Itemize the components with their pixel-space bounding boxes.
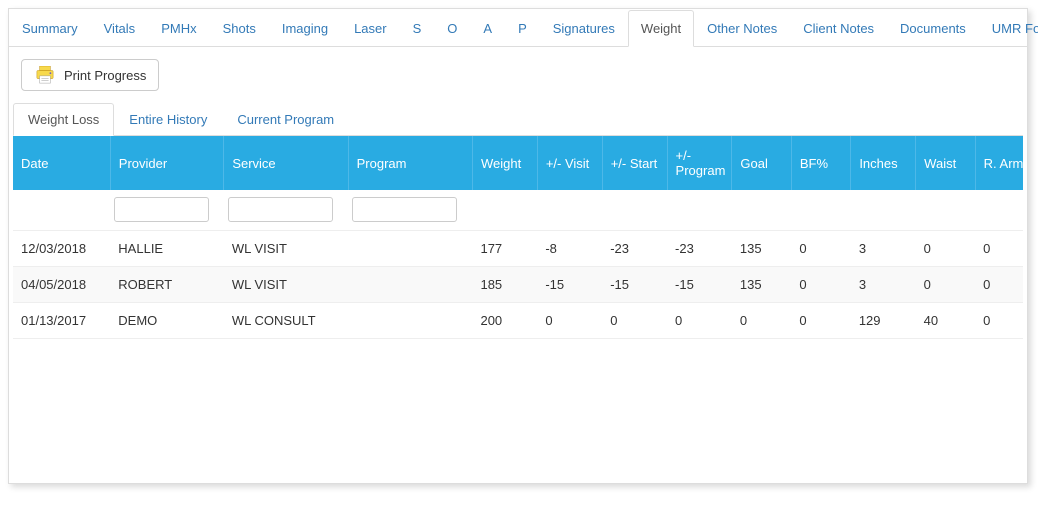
- table-cell: 0: [791, 302, 850, 338]
- column-header[interactable]: Date: [13, 136, 110, 190]
- top-tab-vitals[interactable]: Vitals: [91, 10, 149, 47]
- table-cell: 0: [732, 302, 791, 338]
- table-empty-space: [13, 339, 1023, 459]
- table-cell: 3: [851, 230, 916, 266]
- top-tab-weight[interactable]: Weight: [628, 10, 694, 47]
- table-cell: WL CONSULT: [224, 302, 348, 338]
- table-cell: -15: [537, 266, 602, 302]
- print-progress-label: Print Progress: [64, 68, 146, 83]
- column-header[interactable]: +/- Start: [602, 136, 667, 190]
- top-tab-a[interactable]: A: [470, 10, 505, 47]
- table-cell: WL VISIT: [224, 230, 348, 266]
- column-header[interactable]: Waist: [916, 136, 975, 190]
- printer-icon: [34, 66, 56, 84]
- column-header[interactable]: Service: [224, 136, 348, 190]
- table-cell: 0: [975, 230, 1023, 266]
- table-scroll[interactable]: DateProviderServiceProgramWeight+/- Visi…: [13, 135, 1023, 459]
- column-header[interactable]: Program: [348, 136, 472, 190]
- column-header[interactable]: +/- Program: [667, 136, 732, 190]
- column-header[interactable]: BF%: [791, 136, 850, 190]
- table-cell: 01/13/2017: [13, 302, 110, 338]
- table-cell: 185: [472, 266, 537, 302]
- table-cell: 135: [732, 230, 791, 266]
- top-tab-signatures[interactable]: Signatures: [540, 10, 628, 47]
- top-tab-s[interactable]: S: [400, 10, 435, 47]
- table-cell: -15: [602, 266, 667, 302]
- sub-tab-entire-history[interactable]: Entire History: [114, 103, 222, 136]
- top-tab-shots[interactable]: Shots: [210, 10, 269, 47]
- sub-tab-weight-loss[interactable]: Weight Loss: [13, 103, 114, 136]
- filter-row: [13, 190, 1023, 230]
- column-header[interactable]: +/- Visit: [537, 136, 602, 190]
- table-cell: -23: [667, 230, 732, 266]
- table-cell: 177: [472, 230, 537, 266]
- table-cell: [348, 302, 472, 338]
- table-cell: ROBERT: [110, 266, 224, 302]
- table-cell: 40: [916, 302, 975, 338]
- table-cell: 0: [975, 266, 1023, 302]
- print-progress-button[interactable]: Print Progress: [21, 59, 159, 91]
- filter-input-program[interactable]: [352, 197, 457, 222]
- table-cell: 3: [851, 266, 916, 302]
- table-cell: 12/03/2018: [13, 230, 110, 266]
- table-cell: 129: [851, 302, 916, 338]
- top-tab-umr-forms[interactable]: UMR Forms: [979, 10, 1038, 47]
- table-body: 12/03/2018HALLIEWL VISIT177-8-23-2313503…: [13, 190, 1023, 338]
- table-header-row: DateProviderServiceProgramWeight+/- Visi…: [13, 136, 1023, 190]
- top-tab-summary[interactable]: Summary: [9, 10, 91, 47]
- table-cell: -8: [537, 230, 602, 266]
- column-header[interactable]: Goal: [732, 136, 791, 190]
- toolbar: Print Progress: [9, 47, 1027, 103]
- table-cell: 135: [732, 266, 791, 302]
- table-cell: 0: [791, 230, 850, 266]
- table-cell: 0: [791, 266, 850, 302]
- column-header[interactable]: Provider: [110, 136, 224, 190]
- table-row[interactable]: 04/05/2018ROBERTWL VISIT185-15-15-151350…: [13, 266, 1023, 302]
- table-cell: 0: [916, 266, 975, 302]
- table-row[interactable]: 12/03/2018HALLIEWL VISIT177-8-23-2313503…: [13, 230, 1023, 266]
- table-cell: 200: [472, 302, 537, 338]
- top-tab-laser[interactable]: Laser: [341, 10, 400, 47]
- table-cell: -15: [667, 266, 732, 302]
- table-row[interactable]: 01/13/2017DEMOWL CONSULT200000001294000: [13, 302, 1023, 338]
- table-cell: 0: [667, 302, 732, 338]
- table-cell: [348, 266, 472, 302]
- table-cell: [348, 230, 472, 266]
- filter-input-provider[interactable]: [114, 197, 209, 222]
- table-cell: DEMO: [110, 302, 224, 338]
- top-tab-documents[interactable]: Documents: [887, 10, 979, 47]
- top-tabs: SummaryVitalsPMHxShotsImagingLaserSOAPSi…: [9, 9, 1027, 47]
- app-panel: SummaryVitalsPMHxShotsImagingLaserSOAPSi…: [8, 8, 1028, 484]
- column-header[interactable]: R. Arm: [975, 136, 1023, 190]
- top-tab-other-notes[interactable]: Other Notes: [694, 10, 790, 47]
- top-tab-o[interactable]: O: [434, 10, 470, 47]
- table-cell: -23: [602, 230, 667, 266]
- column-header[interactable]: Weight: [472, 136, 537, 190]
- table-cell: 0: [602, 302, 667, 338]
- top-tab-pmhx[interactable]: PMHx: [148, 10, 209, 47]
- table-cell: 0: [537, 302, 602, 338]
- top-tab-imaging[interactable]: Imaging: [269, 10, 341, 47]
- top-tab-p[interactable]: P: [505, 10, 540, 47]
- table-cell: 04/05/2018: [13, 266, 110, 302]
- table-cell: HALLIE: [110, 230, 224, 266]
- table-cell: WL VISIT: [224, 266, 348, 302]
- sub-tab-current-program[interactable]: Current Program: [222, 103, 349, 136]
- table-cell: 0: [916, 230, 975, 266]
- filter-input-service[interactable]: [228, 197, 333, 222]
- table-cell: 0: [975, 302, 1023, 338]
- weight-table: DateProviderServiceProgramWeight+/- Visi…: [13, 136, 1023, 339]
- sub-tabs: Weight LossEntire HistoryCurrent Program: [9, 103, 1027, 136]
- column-header[interactable]: Inches: [851, 136, 916, 190]
- top-tab-client-notes[interactable]: Client Notes: [790, 10, 887, 47]
- horizontal-scrollbar[interactable]: [13, 463, 1023, 479]
